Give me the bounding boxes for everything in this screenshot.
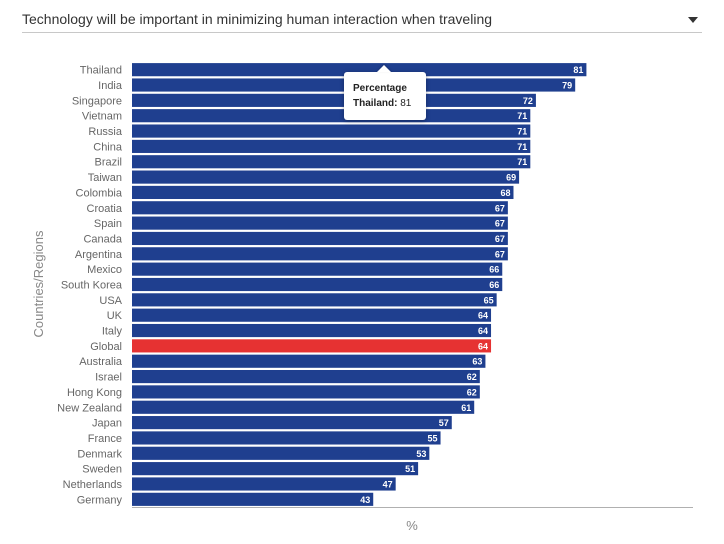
bar[interactable] (132, 277, 503, 292)
bar[interactable] (132, 323, 492, 338)
y-tick-label: Australia (79, 356, 123, 368)
tooltip-line: Thailand: 81 (353, 98, 411, 109)
bar-value-label: 61 (461, 403, 471, 413)
y-tick-label: Croatia (87, 203, 123, 215)
bar[interactable] (132, 416, 452, 430)
caret-down-icon[interactable] (688, 17, 698, 23)
y-tick-label: Spain (94, 218, 122, 230)
y-tick-label: Netherlands (63, 479, 123, 491)
bar-value-label: 72 (523, 96, 533, 106)
bar-value-label: 63 (472, 357, 482, 367)
y-tick-label: South Korea (61, 280, 123, 292)
bar-value-label: 65 (484, 295, 494, 305)
y-tick-label: Argentina (75, 249, 123, 261)
bar-value-label: 71 (517, 157, 527, 167)
y-tick-label: Israel (95, 372, 122, 384)
y-tick-label: Mexico (87, 264, 122, 276)
bar[interactable] (132, 247, 508, 261)
bar[interactable] (132, 185, 514, 200)
bar-value-label: 62 (467, 372, 477, 382)
bar[interactable] (132, 155, 531, 169)
tooltip-separator: : (394, 98, 398, 109)
bar[interactable] (132, 369, 480, 384)
y-tick-label: Vietnam (82, 111, 122, 123)
y-tick-label: China (93, 141, 123, 153)
bar-value-label: 68 (500, 188, 510, 198)
y-tick-label: Sweden (82, 464, 122, 476)
bar[interactable] (132, 216, 508, 230)
tooltip-country: Thailand (353, 98, 395, 109)
y-tick-label: Italy (102, 326, 123, 338)
bar-value-label: 55 (428, 433, 438, 443)
y-tick-label: New Zealand (57, 402, 122, 414)
bar[interactable] (132, 308, 492, 322)
bar[interactable] (132, 477, 396, 491)
bar[interactable] (132, 201, 508, 215)
bar[interactable] (132, 63, 587, 77)
indicator-dropdown-label: Technology will be important in minimizi… (22, 11, 493, 27)
y-tick-label: Colombia (76, 187, 123, 199)
bar[interactable] (132, 262, 503, 276)
bar-value-label: 67 (495, 234, 505, 244)
y-tick-label: Thailand (80, 65, 122, 77)
y-tick-label: Denmark (77, 448, 122, 460)
bar-value-label: 67 (495, 219, 505, 229)
bar-value-label: 53 (416, 449, 426, 459)
y-tick-label: Hong Kong (67, 387, 122, 399)
tooltip-value: 81 (400, 98, 412, 109)
y-tick-label: Russia (88, 126, 123, 138)
bar[interactable] (132, 93, 536, 107)
y-tick-label: Global (90, 341, 122, 353)
y-tick-label: UK (107, 310, 123, 322)
bar[interactable] (132, 170, 520, 184)
bar-value-label: 79 (562, 81, 572, 91)
bar-value-label: 62 (467, 387, 477, 397)
bar-value-label: 67 (495, 249, 505, 259)
bar-value-label: 67 (495, 203, 505, 213)
bar[interactable] (132, 492, 374, 506)
bar[interactable] (132, 354, 486, 368)
chart-tooltip: Percentage Thailand: 81 (344, 72, 426, 120)
bar-value-label: 64 (478, 311, 488, 321)
y-tick-label: India (98, 80, 123, 92)
bar-value-label: 66 (489, 280, 499, 290)
y-tick-label: USA (99, 295, 122, 307)
bar[interactable] (132, 400, 475, 414)
bar-value-label: 43 (360, 495, 370, 505)
bar[interactable] (132, 124, 531, 138)
bar-value-label: 81 (573, 65, 583, 75)
y-tick-label: Japan (92, 418, 122, 430)
bar[interactable] (132, 293, 497, 307)
bar[interactable] (132, 462, 419, 476)
bar-value-label: 69 (506, 173, 516, 183)
y-tick-label: France (88, 433, 122, 445)
y-tick-label: Singapore (72, 95, 122, 107)
bar-value-label: 66 (489, 265, 499, 275)
bar-value-label: 71 (517, 111, 527, 121)
tooltip-title: Percentage (353, 83, 407, 94)
bar[interactable] (132, 446, 430, 460)
bar[interactable] (132, 139, 531, 153)
bar[interactable] (132, 431, 441, 445)
bar[interactable] (132, 231, 508, 246)
indicator-dropdown[interactable]: Technology will be important in minimizi… (22, 6, 702, 33)
bar[interactable] (132, 339, 492, 353)
bar-value-label: 64 (478, 326, 488, 336)
bar[interactable] (132, 385, 480, 399)
y-tick-label: Brazil (94, 157, 122, 169)
y-axis-label: Countries/Regions (31, 230, 46, 337)
x-axis-label: % (406, 518, 418, 533)
bar[interactable] (132, 109, 531, 123)
bar-value-label: 51 (405, 464, 415, 474)
y-tick-label: Germany (77, 494, 123, 506)
bar-value-label: 71 (517, 142, 527, 152)
bar-value-label: 47 (383, 479, 393, 489)
bar-value-label: 57 (439, 418, 449, 428)
y-tick-label: Canada (83, 233, 122, 245)
bar-value-label: 64 (478, 341, 488, 351)
y-tick-label: Taiwan (88, 172, 122, 184)
bar-value-label: 71 (517, 127, 527, 137)
